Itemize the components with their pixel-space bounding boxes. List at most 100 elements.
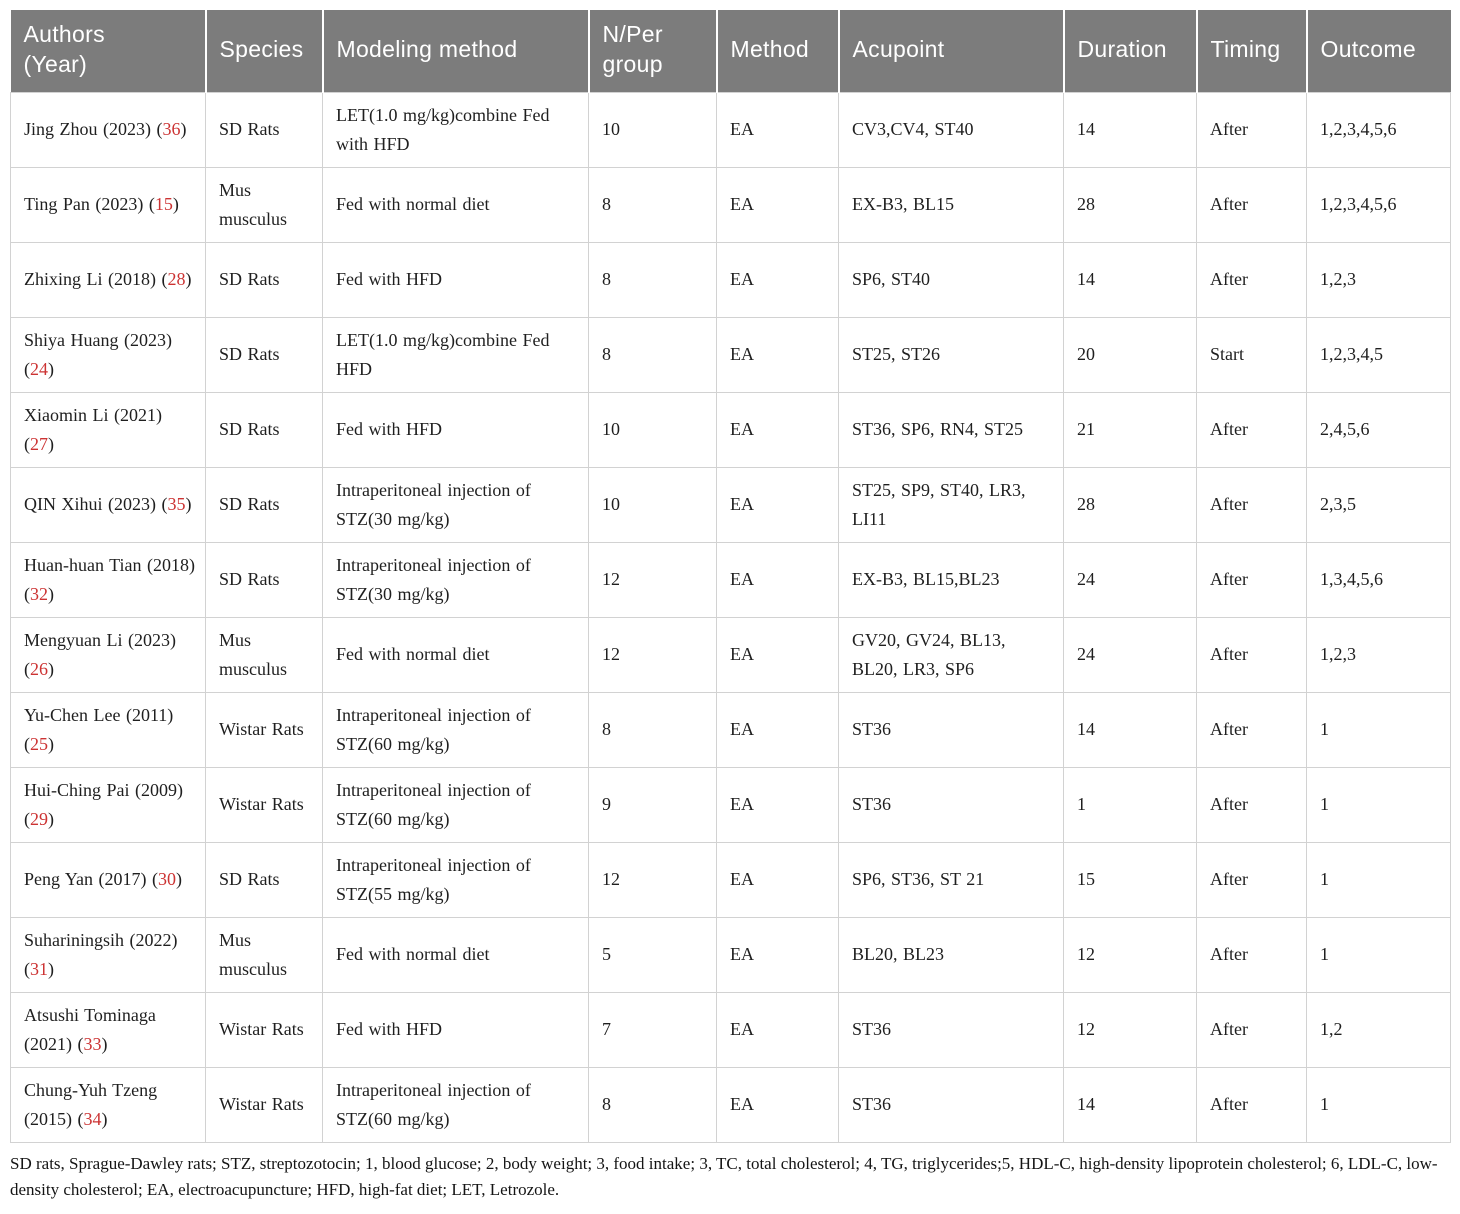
citation-number[interactable]: 36 xyxy=(162,119,181,140)
citation-reference[interactable]: 30 xyxy=(152,869,182,889)
citation-reference[interactable]: 33 xyxy=(78,1034,108,1054)
cell-duration: 14 xyxy=(1063,1066,1197,1143)
cell-method: EA xyxy=(716,391,839,468)
citation-reference[interactable]: 35 xyxy=(161,494,191,514)
table-row: Suhariningsih (2022) 31 Mus musculus Fed… xyxy=(10,916,1451,993)
author-year-text: Mengyuan Li (2023) xyxy=(24,629,176,650)
citation-number[interactable]: 30 xyxy=(158,869,177,890)
cell-duration: 24 xyxy=(1063,541,1197,618)
cell-n-per-group: 12 xyxy=(588,841,717,918)
table-row: Mengyuan Li (2023) 26 Mus musculus Fed w… xyxy=(10,616,1451,693)
cell-outcome: 1,3,4,5,6 xyxy=(1306,541,1451,618)
citation-number[interactable]: 32 xyxy=(30,583,48,604)
cell-species: SD Rats xyxy=(205,466,323,543)
citation-reference[interactable]: 34 xyxy=(78,1109,108,1129)
cell-species: SD Rats xyxy=(205,541,323,618)
cell-species: SD Rats xyxy=(205,241,323,318)
cell-n-per-group: 8 xyxy=(588,166,717,243)
cell-acupoint: ST36 xyxy=(838,766,1064,843)
cell-acupoint: ST36 xyxy=(838,691,1064,768)
table-row: Hui-Ching Pai (2009) 29 Wistar Rats Intr… xyxy=(10,766,1451,843)
cell-timing: After xyxy=(1196,166,1307,243)
studies-table: Authors (Year) Species Modeling method N… xyxy=(10,10,1451,1143)
cell-n-per-group: 8 xyxy=(588,316,717,393)
citation-number[interactable]: 15 xyxy=(154,194,173,215)
table-row: Shiya Huang (2023) 24 SD Rats LET(1.0 mg… xyxy=(10,316,1451,393)
cell-outcome: 2,3,5 xyxy=(1306,466,1451,543)
cell-modeling-method: Fed with normal diet xyxy=(322,616,589,693)
cell-authors-year: Yu-Chen Lee (2011) 25 xyxy=(10,691,206,768)
table-row: Atsushi Tominaga (2021) 33 Wistar Rats F… xyxy=(10,991,1451,1068)
citation-number[interactable]: 28 xyxy=(167,269,186,290)
col-header-n-per-group: N/Per group xyxy=(588,10,718,92)
citation-reference[interactable]: 28 xyxy=(161,269,191,289)
cell-acupoint: EX-B3, BL15 xyxy=(838,166,1064,243)
cell-method: EA xyxy=(716,466,839,543)
author-year-text: QIN Xihui (2023) xyxy=(24,494,156,515)
citation-reference[interactable]: 29 xyxy=(24,809,54,829)
cell-method: EA xyxy=(716,541,839,618)
citation-number[interactable]: 33 xyxy=(83,1033,102,1054)
cell-species: Wistar Rats xyxy=(205,691,323,768)
cell-species: SD Rats xyxy=(205,391,323,468)
cell-timing: After xyxy=(1196,916,1307,993)
citation-number[interactable]: 29 xyxy=(30,808,48,829)
citation-number[interactable]: 24 xyxy=(30,358,48,379)
author-year-text: Xiaomin Li (2021) xyxy=(24,404,162,425)
cell-species: SD Rats xyxy=(205,841,323,918)
cell-n-per-group: 10 xyxy=(588,91,717,168)
cell-n-per-group: 9 xyxy=(588,766,717,843)
cell-modeling-method: Intraperitoneal injection of STZ(60 mg/k… xyxy=(322,766,589,843)
cell-outcome: 1,2,3,4,5,6 xyxy=(1306,91,1451,168)
cell-species: Mus musculus xyxy=(205,916,323,993)
cell-duration: 14 xyxy=(1063,691,1197,768)
author-year-text: Chung-Yuh Tzeng (2015) xyxy=(24,1079,158,1129)
col-header-timing: Timing xyxy=(1196,10,1308,92)
citation-number[interactable]: 34 xyxy=(83,1108,102,1129)
table-row: Ting Pan (2023) 15 Mus musculus Fed with… xyxy=(10,166,1451,243)
citation-reference[interactable]: 36 xyxy=(157,119,187,139)
citation-reference[interactable]: 25 xyxy=(24,734,54,754)
citation-reference[interactable]: 15 xyxy=(149,194,179,214)
cell-species: Mus musculus xyxy=(205,616,323,693)
citation-reference[interactable]: 32 xyxy=(24,584,54,604)
table-row: QIN Xihui (2023) 35 SD Rats Intraperiton… xyxy=(10,466,1451,543)
table-row: Huan-huan Tian (2018) 32 SD Rats Intrape… xyxy=(10,541,1451,618)
cell-timing: After xyxy=(1196,991,1307,1068)
cell-outcome: 1 xyxy=(1306,766,1451,843)
cell-acupoint: CV3,CV4, ST40 xyxy=(838,91,1064,168)
cell-timing: After xyxy=(1196,391,1307,468)
citation-reference[interactable]: 31 xyxy=(24,959,54,979)
cell-method: EA xyxy=(716,766,839,843)
col-header-modeling-method: Modeling method xyxy=(322,10,590,92)
cell-method: EA xyxy=(716,916,839,993)
cell-outcome: 1,2,3 xyxy=(1306,616,1451,693)
author-year-text: Yu-Chen Lee (2011) xyxy=(24,704,174,725)
citation-number[interactable]: 35 xyxy=(167,494,186,515)
table-row: Chung-Yuh Tzeng (2015) 34 Wistar Rats In… xyxy=(10,1066,1451,1143)
author-year-text: Zhixing Li (2018) xyxy=(24,269,156,290)
author-year-text: Peng Yan (2017) xyxy=(24,869,147,890)
cell-method: EA xyxy=(716,691,839,768)
cell-duration: 14 xyxy=(1063,91,1197,168)
col-header-acupoint: Acupoint xyxy=(838,10,1065,92)
col-header-method: Method xyxy=(716,10,840,92)
cell-species: SD Rats xyxy=(205,316,323,393)
citation-number[interactable]: 27 xyxy=(30,433,48,454)
cell-modeling-method: Intraperitoneal injection of STZ(30 mg/k… xyxy=(322,541,589,618)
author-year-text: Hui-Ching Pai (2009) xyxy=(24,779,183,800)
cell-modeling-method: Intraperitoneal injection of STZ(55 mg/k… xyxy=(322,841,589,918)
col-header-authors-year: Authors (Year) xyxy=(10,10,207,92)
citation-reference[interactable]: 27 xyxy=(24,434,54,454)
cell-species: Wistar Rats xyxy=(205,766,323,843)
citation-number[interactable]: 25 xyxy=(30,733,48,754)
citation-number[interactable]: 26 xyxy=(30,658,48,679)
table-row: Zhixing Li (2018) 28 SD Rats Fed with HF… xyxy=(10,241,1451,318)
cell-n-per-group: 8 xyxy=(588,691,717,768)
citation-reference[interactable]: 24 xyxy=(24,359,54,379)
citation-number[interactable]: 31 xyxy=(30,958,48,979)
cell-timing: After xyxy=(1196,466,1307,543)
cell-authors-year: Jing Zhou (2023) 36 xyxy=(10,91,206,168)
citation-reference[interactable]: 26 xyxy=(24,659,54,679)
cell-outcome: 1,2 xyxy=(1306,991,1451,1068)
